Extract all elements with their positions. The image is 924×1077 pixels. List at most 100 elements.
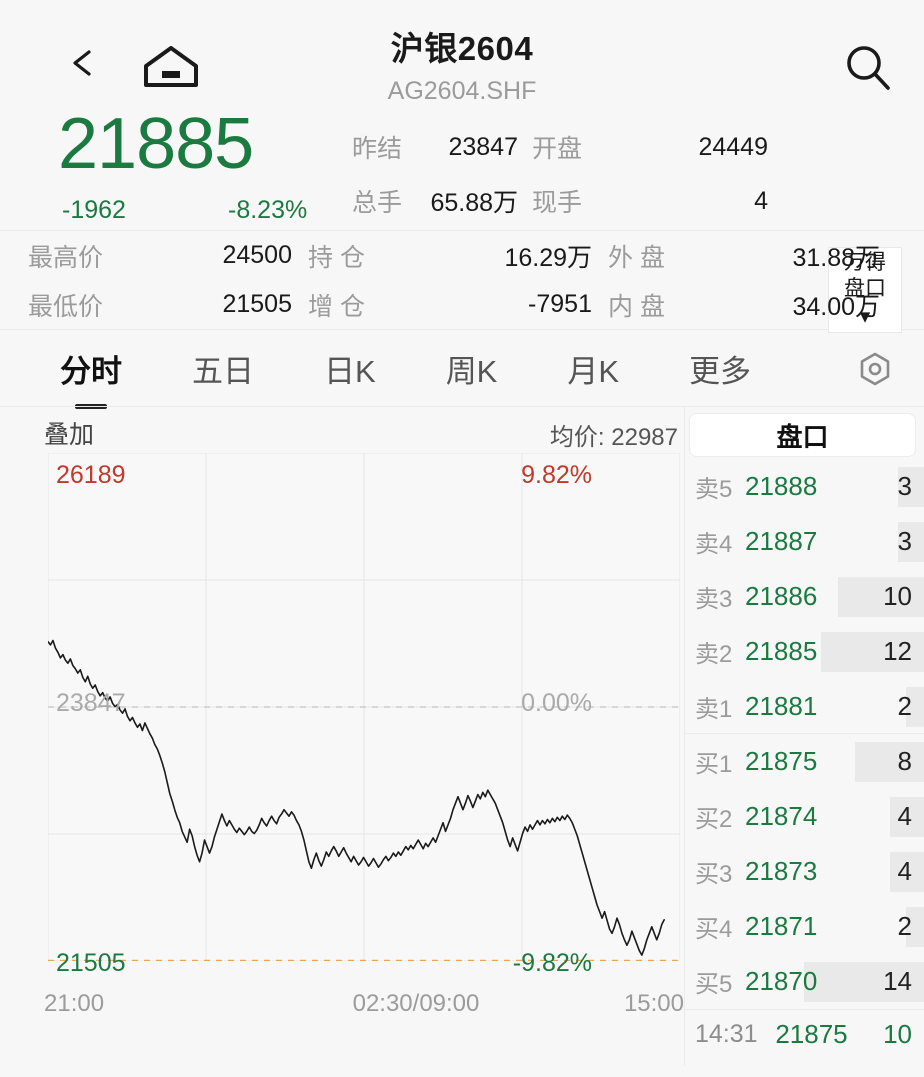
level-label: 买2 — [695, 806, 733, 833]
chart-header: 叠加 均价: 22987 — [0, 407, 684, 453]
divider — [0, 329, 924, 330]
stat-value: 34.00万 — [792, 292, 880, 321]
level-volume: 3 — [897, 526, 912, 556]
level-volume: 4 — [897, 856, 912, 886]
gear-hex-icon[interactable] — [858, 352, 892, 386]
last-trade-price: 21875 — [775, 1019, 848, 1049]
stat-open: 开盘 24449 — [532, 129, 782, 165]
bid-row[interactable]: 买5 21870 14 — [685, 954, 924, 1009]
chevron-down-icon: ▾ — [859, 305, 871, 329]
level-price: 21871 — [745, 911, 818, 941]
level-price: 21888 — [745, 471, 818, 501]
tab-weekly-k[interactable]: 周K — [445, 353, 498, 389]
overlay-button[interactable]: 叠加 — [44, 421, 95, 449]
wind-orderbook-button[interactable]: 万得 盘口 ▾ — [828, 247, 902, 333]
volume-bar — [898, 522, 924, 562]
stat-value: -7951 — [528, 290, 592, 318]
order-book-rows: 卖5 21888 3 卖4 21887 3 卖3 21886 10 卖2 21885 12 卖1 2188… — [685, 459, 924, 1009]
time-tick: 15:00 — [623, 990, 684, 1017]
stat-value: 65.88万 — [430, 189, 518, 217]
level-label: 卖3 — [695, 586, 733, 613]
level-label: 买4 — [695, 916, 733, 943]
tab-monthly-k[interactable]: 月K — [567, 353, 620, 389]
stat-label: 增 仓 — [308, 292, 365, 321]
average-price-label: 均价: 22987 — [549, 424, 678, 451]
level-label: 卖1 — [695, 695, 733, 723]
stat-value: 21505 — [222, 290, 292, 318]
bid-row[interactable]: 买2 21874 4 — [685, 789, 924, 844]
stat-value: 16.29万 — [504, 243, 592, 272]
stat-label: 内 盘 — [608, 292, 665, 321]
stat-outer-volume: 外 盘 31.88万 — [608, 238, 896, 274]
axis-mid-right-percent: 0.00% — [521, 689, 592, 717]
time-tick: 02:30/09:00 — [352, 990, 480, 1017]
time-axis: 21:00 02:30/09:00 15:00 — [44, 990, 684, 1018]
bid-row[interactable]: 买3 21873 4 — [685, 844, 924, 899]
stat-label: 昨结 — [352, 135, 403, 163]
tab-daily-k[interactable]: 日K — [324, 353, 376, 389]
order-book-tab[interactable]: 盘口 — [689, 413, 916, 457]
volume-bar — [906, 687, 924, 727]
level-price: 21886 — [745, 581, 818, 611]
axis-top-right-percent: 9.82% — [521, 461, 592, 489]
ask-row[interactable]: 卖3 21886 10 — [685, 569, 924, 624]
time-tick: 21:00 — [44, 990, 105, 1017]
level-price: 21873 — [745, 856, 818, 886]
stat-value: 24449 — [698, 132, 768, 161]
stat-label: 最低价 — [28, 292, 104, 321]
bid-row[interactable]: 买4 21871 2 — [685, 899, 924, 954]
ask-row[interactable]: 卖2 21885 12 — [685, 624, 924, 679]
stat-label: 总手 — [352, 189, 403, 217]
stat-value: 31.88万 — [792, 243, 880, 272]
level-volume: 14 — [883, 966, 912, 996]
intraday-chart: 叠加 均价: 22987 26189 9.82% 23847 0.00% 215… — [0, 407, 684, 1066]
chart-and-orderbook: 叠加 均价: 22987 26189 9.82% 23847 0.00% 215… — [0, 406, 924, 1066]
wind-button-line1: 万得 — [844, 250, 886, 274]
volume-bar — [821, 632, 924, 672]
level-label: 卖5 — [695, 476, 733, 503]
top-bar: 沪银2604 AG2604.SHF — [0, 0, 924, 112]
volume-bar — [906, 907, 924, 947]
stat-current-volume: 现手 4 — [532, 183, 782, 219]
axis-mid-left-price: 23847 — [56, 689, 126, 717]
level-label: 买1 — [695, 751, 733, 778]
chevron-left-icon[interactable] — [68, 48, 98, 78]
level-volume: 10 — [883, 581, 912, 611]
stat-inner-volume: 内 盘 34.00万 — [608, 287, 896, 323]
ask-row[interactable]: 卖1 21881 2 — [685, 679, 924, 734]
stat-high: 最高价 24500 — [28, 238, 308, 274]
tab-more[interactable]: 更多 — [689, 353, 752, 389]
quote-summary: 21885 -1962 -8.23% 昨结 23847 开盘 24449 总手 … — [0, 108, 924, 333]
axis-bottom-left-price: 21505 — [56, 949, 126, 977]
search-icon[interactable] — [842, 42, 894, 94]
volume-bar — [804, 962, 924, 1002]
stat-prev-settle: 昨结 23847 — [352, 129, 532, 165]
page-subtitle: AG2604.SHF — [387, 77, 537, 105]
chart-plot-area — [48, 453, 680, 961]
level-price: 21870 — [745, 966, 818, 996]
stat-label: 最高价 — [28, 243, 104, 272]
level-price: 21881 — [745, 690, 818, 721]
chart-tab-bar: 分时 五日 日K 周K 月K 更多 — [0, 330, 924, 406]
price-line-svg — [48, 453, 680, 961]
stat-label: 外 盘 — [608, 243, 665, 272]
bid-row[interactable]: 买1 21875 8 — [685, 734, 924, 789]
last-trade-time: 14:31 — [695, 1020, 758, 1048]
stat-open-interest: 持 仓 16.29万 — [308, 238, 608, 274]
ask-row[interactable]: 卖4 21887 3 — [685, 514, 924, 569]
tab-five-day[interactable]: 五日 — [192, 353, 254, 389]
stat-total-volume: 总手 65.88万 — [352, 183, 532, 219]
last-price: 21885 — [58, 104, 254, 184]
price-change: -1962 — [62, 196, 126, 224]
home-icon[interactable] — [142, 46, 200, 88]
tab-fenshi[interactable]: 分时 — [60, 346, 122, 391]
level-price: 21887 — [745, 526, 818, 556]
price-change-percent: -8.23% — [228, 196, 308, 224]
level-volume: 12 — [883, 636, 912, 666]
order-book-panel: 盘口 卖5 21888 3 卖4 21887 3 卖3 21886 10 卖2 21885 12 卖1 2… — [684, 407, 924, 1066]
ask-row[interactable]: 卖5 21888 3 — [685, 459, 924, 514]
level-volume: 8 — [897, 746, 912, 776]
level-label: 买5 — [695, 971, 733, 998]
stat-label: 现手 — [532, 189, 583, 217]
